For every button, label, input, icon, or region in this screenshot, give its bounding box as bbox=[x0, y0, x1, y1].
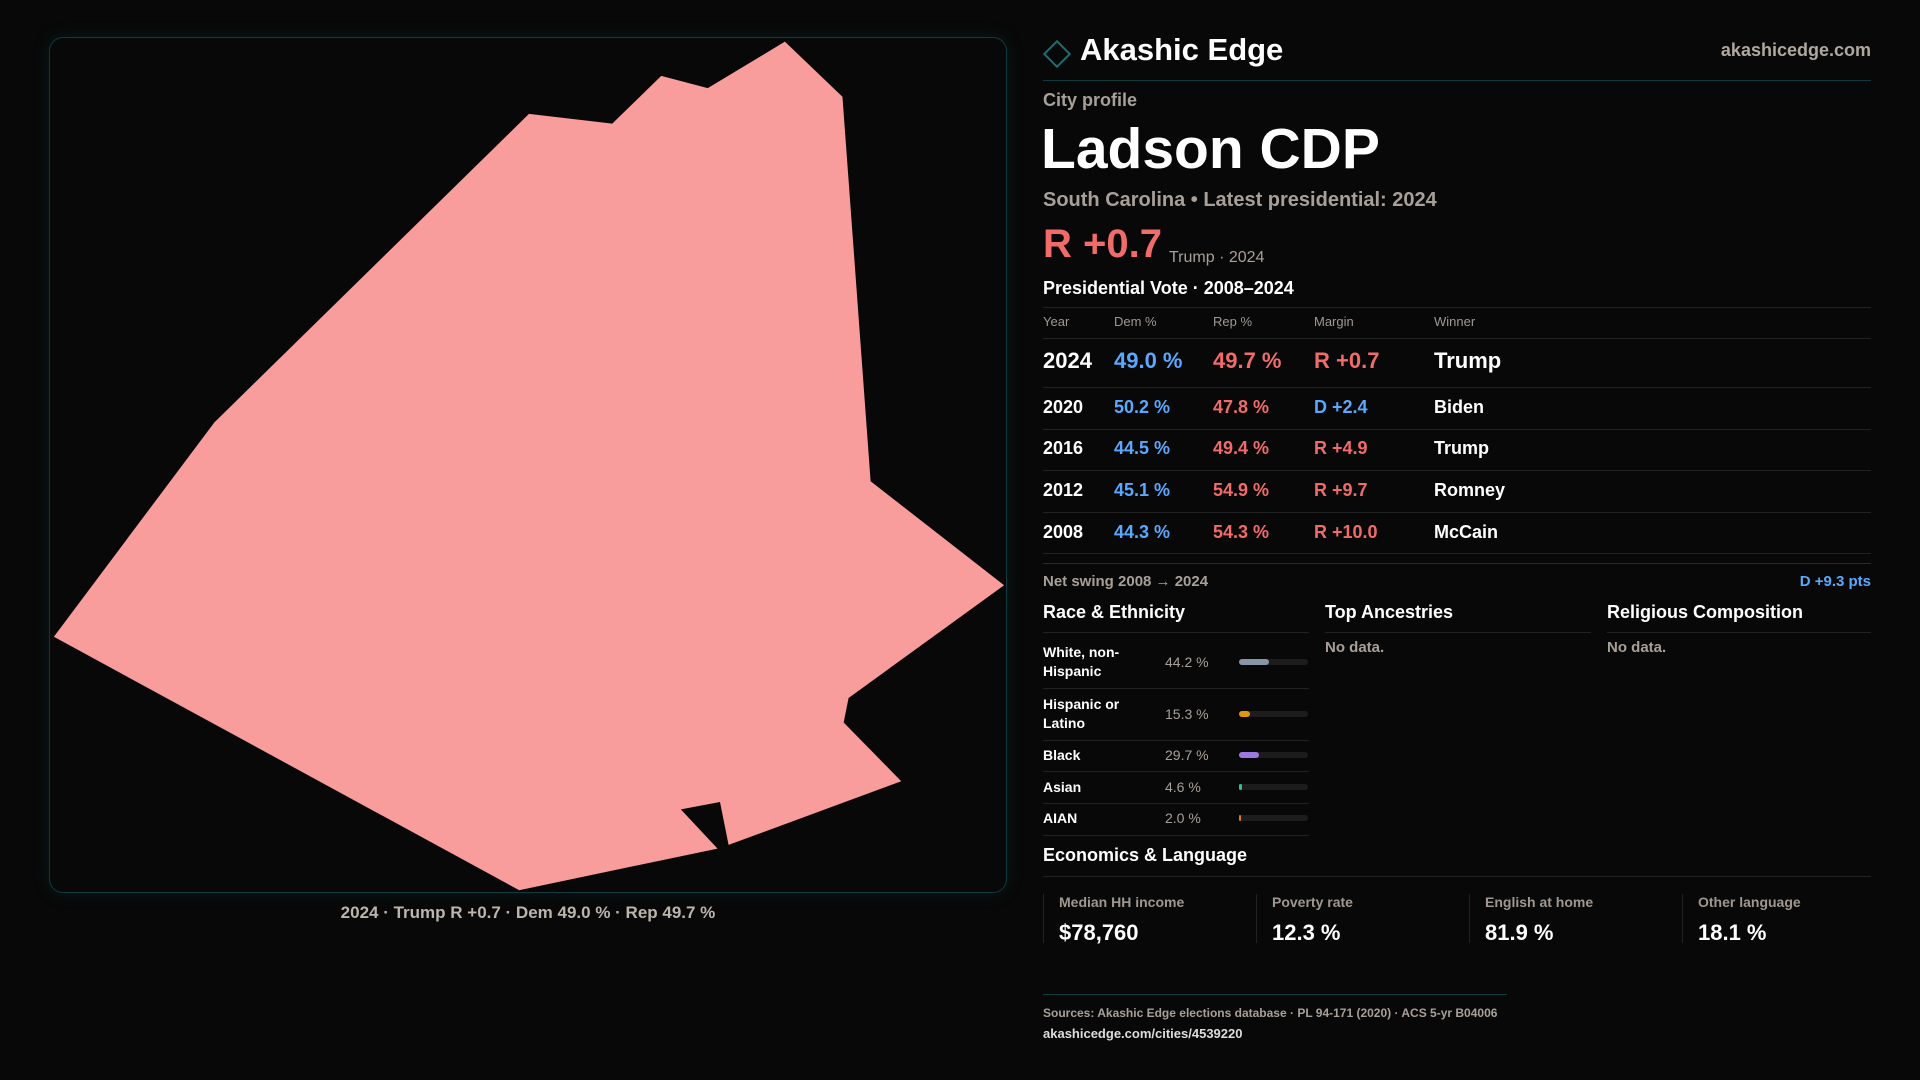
race-bar bbox=[1239, 659, 1308, 665]
econ-title: Economics & Language bbox=[1043, 845, 1248, 865]
cell-year: 2012 bbox=[1043, 480, 1084, 500]
race-bar-fill bbox=[1239, 711, 1250, 717]
cell-dem: 44.3 % bbox=[1114, 522, 1171, 542]
cell-rep: 47.8 % bbox=[1213, 397, 1270, 417]
col-margin: Margin bbox=[1314, 314, 1354, 329]
race-label: Asian bbox=[1043, 779, 1082, 795]
subtitle: South Carolina • Latest presidential: 20… bbox=[1043, 189, 1437, 211]
race-bar bbox=[1239, 815, 1308, 821]
race-bar-fill bbox=[1239, 815, 1242, 821]
stat-value: 81.9 % bbox=[1485, 920, 1554, 945]
race-label: White, non-Hispanic bbox=[1043, 644, 1120, 679]
cell-rep: 54.9 % bbox=[1213, 480, 1270, 500]
stat-value: $78,760 bbox=[1059, 920, 1139, 945]
ancestries-empty: No data. bbox=[1325, 639, 1385, 656]
cell-margin: R +0.7 bbox=[1314, 348, 1380, 373]
stat-label: English at home bbox=[1485, 894, 1594, 910]
cell-margin: R +4.9 bbox=[1314, 438, 1368, 458]
cell-margin: D +2.4 bbox=[1314, 397, 1368, 417]
cell-rep: 49.7 % bbox=[1213, 348, 1282, 373]
religion-title: Religious Composition bbox=[1607, 602, 1803, 622]
religion-empty: No data. bbox=[1607, 639, 1667, 656]
race-bar bbox=[1239, 711, 1308, 717]
stat-label: Poverty rate bbox=[1272, 894, 1353, 910]
stat-value: 18.1 % bbox=[1698, 920, 1767, 945]
votes-title: Presidential Vote · 2008–2024 bbox=[1043, 278, 1294, 298]
cell-year: 2020 bbox=[1043, 397, 1084, 417]
kicker: City profile bbox=[1043, 90, 1138, 110]
map-panel bbox=[49, 37, 1007, 893]
race-pct: 4.6 % bbox=[1165, 779, 1201, 795]
cell-margin: R +10.0 bbox=[1314, 522, 1378, 542]
sources: Sources: Akashic Edge elections database… bbox=[1043, 1006, 1498, 1020]
divider bbox=[1043, 80, 1871, 81]
brand-name[interactable]: Akashic Edge bbox=[1080, 32, 1284, 67]
swing-value: D +9.3 pts bbox=[1799, 573, 1871, 590]
race-bar-fill bbox=[1239, 752, 1260, 758]
race-bar bbox=[1239, 752, 1308, 758]
swing-label: Net swing 2008 → 2024 bbox=[1043, 573, 1209, 590]
race-pct: 15.3 % bbox=[1165, 706, 1209, 722]
race-bar-fill bbox=[1239, 784, 1243, 790]
cell-winner: McCain bbox=[1434, 522, 1499, 542]
race-pct: 44.2 % bbox=[1165, 654, 1209, 670]
col-year: Year bbox=[1043, 314, 1070, 329]
ancestries-title: Top Ancestries bbox=[1325, 602, 1454, 622]
page-title: Ladson CDP bbox=[1041, 117, 1380, 181]
headline-margin: R +0.7 bbox=[1043, 222, 1162, 266]
page-url[interactable]: akashicedge.com/cities/4539220 bbox=[1043, 1026, 1243, 1041]
cell-winner: Trump bbox=[1434, 438, 1490, 458]
cell-dem: 49.0 % bbox=[1114, 348, 1183, 373]
cell-rep: 54.3 % bbox=[1213, 522, 1270, 542]
race-label: Hispanic or Latino bbox=[1043, 696, 1120, 731]
cell-winner: Romney bbox=[1434, 480, 1506, 500]
city-boundary-shape[interactable] bbox=[53, 41, 1005, 891]
cell-winner: Biden bbox=[1434, 397, 1485, 417]
race-bar bbox=[1239, 784, 1308, 790]
cell-year: 2008 bbox=[1043, 522, 1084, 542]
race-pct: 2.0 % bbox=[1165, 810, 1201, 826]
stat-card: Other language 18.1 % bbox=[1682, 894, 1895, 945]
stat-card: English at home 81.9 % bbox=[1469, 894, 1682, 945]
col-winner: Winner bbox=[1434, 314, 1476, 329]
col-dem: Dem % bbox=[1114, 314, 1157, 329]
stat-label: Median HH income bbox=[1059, 894, 1185, 910]
stat-label: Other language bbox=[1698, 894, 1801, 910]
race-bar-fill bbox=[1239, 659, 1270, 665]
headline-note: Trump · 2024 bbox=[1169, 249, 1265, 266]
cell-winner: Trump bbox=[1434, 348, 1502, 373]
cell-margin: R +9.7 bbox=[1314, 480, 1368, 500]
col-rep: Rep % bbox=[1213, 314, 1253, 329]
cell-year: 2024 bbox=[1043, 348, 1092, 373]
stat-card: Poverty rate 12.3 % bbox=[1256, 894, 1469, 945]
cell-dem: 44.5 % bbox=[1114, 438, 1171, 458]
race-label: Black bbox=[1043, 747, 1081, 763]
cell-year: 2016 bbox=[1043, 438, 1084, 458]
cell-dem: 45.1 % bbox=[1114, 480, 1171, 500]
stat-card: Median HH income $78,760 bbox=[1043, 894, 1256, 945]
stat-value: 12.3 % bbox=[1272, 920, 1341, 945]
cell-dem: 50.2 % bbox=[1114, 397, 1171, 417]
map-caption: 2024 · Trump R +0.7 · Dem 49.0 % · Rep 4… bbox=[340, 903, 716, 922]
site-link[interactable]: akashicedge.com bbox=[1720, 40, 1871, 60]
cell-rep: 49.4 % bbox=[1213, 438, 1270, 458]
race-title: Race & Ethnicity bbox=[1043, 602, 1186, 622]
race-pct: 29.7 % bbox=[1165, 747, 1209, 763]
race-label: AIAN bbox=[1043, 810, 1078, 826]
